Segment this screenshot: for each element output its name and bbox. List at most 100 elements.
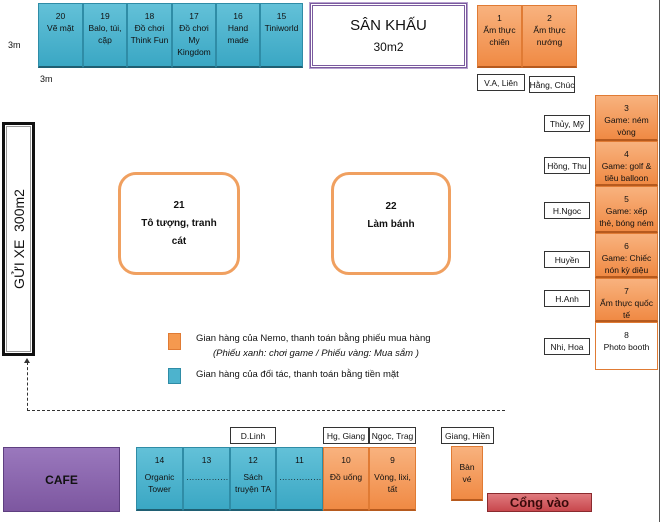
booth-number: 10 — [341, 455, 351, 465]
staff-label: Ngọc, Trag — [369, 427, 416, 444]
booth-20: 20 Vẽ mặt — [38, 3, 83, 68]
booth-number: 2 — [547, 13, 552, 23]
booth-name: Balo, túi, cặp — [88, 23, 122, 45]
booth-number: 4 — [624, 149, 629, 159]
arrow-head-icon — [24, 358, 30, 363]
booth-name: Tô tượng, tranh cát — [141, 217, 217, 247]
booth-name: Photo booth — [603, 342, 650, 352]
booth-name: Tiniworld — [264, 23, 299, 33]
booth-21: 21 Tô tượng, tranh cát — [118, 172, 240, 275]
legend-blue-text: Gian hàng của đối tác, thanh toán bằng t… — [196, 369, 399, 380]
booth-17: 17 Đồ chơi My Kingdom — [172, 3, 216, 68]
booth-18: 18 Đồ chơi Think Fun — [127, 3, 172, 68]
booth-number: 9 — [390, 455, 395, 465]
booth-number: 20 — [55, 11, 66, 21]
booth-1: 1 Ẩm thực chiên — [477, 5, 522, 68]
staff-label: Hằng, Chúc — [529, 76, 575, 93]
booth-10: 10 Đồ uống — [323, 447, 369, 511]
booth-number: 22 — [385, 200, 397, 212]
booth-15: 15 Tiniworld — [260, 3, 303, 68]
booth-7: 7 Ẩm thực quốc tế — [595, 278, 658, 322]
booth-number: 1 — [497, 13, 502, 23]
gate-label: Cổng vào — [509, 495, 570, 510]
booth-number: 7 — [624, 286, 629, 296]
booth-11: 11 …………… — [276, 447, 323, 511]
dimension-label: 3m — [40, 74, 53, 84]
booth-number: 21 — [173, 199, 185, 211]
stage: SÂN KHẤU 30m2 — [309, 2, 468, 69]
booth-number: 15 — [276, 11, 287, 21]
legend-orange-swatch — [168, 333, 181, 350]
legend-orange-text: Gian hàng của Nemo, thanh toán bằng phiế… — [196, 333, 431, 344]
booth-name: …………… — [279, 472, 322, 482]
booth-name: Ẩm thực quốc tế — [600, 298, 653, 320]
booth-5: 5 Game: xếp thẻ, bóng ném — [595, 186, 658, 233]
staff-label: Huyền — [544, 251, 590, 268]
booth-number: 5 — [624, 194, 629, 204]
right-boundary — [659, 0, 660, 522]
booth-number: 19 — [100, 11, 110, 21]
staff-label: H.Ngoc — [544, 202, 590, 219]
booth-4: 4 Game: golf & tiêu balloon — [595, 141, 658, 186]
booth-9: 9 Vòng, lixi, tất — [369, 447, 416, 511]
booth-number: 18 — [144, 11, 155, 21]
booth-number: 6 — [624, 241, 629, 251]
cafe-label: CAFE — [45, 472, 78, 487]
parking-label: GỬI XE 300m2 — [10, 189, 27, 289]
booth-name: Đồ uống — [329, 472, 363, 482]
stage-area: 30m2 — [373, 40, 404, 54]
booth-number: 12 — [248, 455, 258, 465]
booth-name: Game: ném vòng — [604, 115, 649, 137]
booth-name: Ẩm thực nướng — [533, 25, 566, 47]
staff-label: Hg, Giang — [323, 427, 369, 444]
legend-blue-swatch — [168, 368, 181, 384]
staff-label: Hồng, Thu — [544, 157, 590, 174]
booth-name: Organic Tower — [144, 472, 175, 494]
booth-name: …………… — [186, 472, 229, 482]
booth-16: 16 Hand made — [216, 3, 260, 68]
path-arrow — [27, 362, 505, 411]
booth-3: 3 Game: ném vòng — [595, 95, 658, 141]
parking-area: GỬI XE 300m2 — [2, 122, 35, 356]
booth-name: Game: Chiếc nón kỳ diệu — [601, 253, 652, 275]
booth-name: Sách truyện TA — [234, 472, 272, 494]
booth-name: Game: xếp thẻ, bóng ném — [599, 206, 654, 228]
legend-orange-note: (Phiếu xanh: chơi game / Phiếu vàng: Mua… — [213, 348, 419, 359]
ticket-booth: Bàn vé — [451, 446, 483, 501]
ticket-booth-label: Bàn vé — [459, 462, 475, 484]
staff-label: V.A, Liên — [477, 74, 525, 91]
booth-number: 13 — [201, 455, 212, 465]
booth-19: 19 Balo, túi, cặp — [83, 3, 127, 68]
booth-name: Đồ chơi Think Fun — [130, 23, 169, 45]
booth-number: 8 — [624, 330, 629, 340]
booth-number: 14 — [154, 455, 165, 465]
ticket-staff: Giang, Hiền — [441, 427, 494, 444]
booth-6: 6 Game: Chiếc nón kỳ diệu — [595, 233, 658, 278]
booth-number: 17 — [189, 11, 199, 21]
booth-number: 11 — [295, 455, 304, 465]
booth-14: 14 Organic Tower — [136, 447, 183, 511]
booth-name: Hand made — [227, 23, 249, 45]
booth-22: 22 Làm bánh — [331, 172, 451, 275]
dimension-label: 3m — [8, 40, 21, 50]
booth-12: 12 Sách truyện TA — [230, 447, 276, 511]
booth-number: 16 — [233, 11, 243, 21]
booth-name: Vòng, lixi, tất — [374, 472, 411, 494]
booth-2: 2 Ẩm thực nướng — [522, 5, 577, 68]
cafe: CAFE — [3, 447, 120, 512]
staff-label: H.Anh — [544, 290, 590, 307]
staff-label: Nhi, Hoa — [544, 338, 590, 355]
staff-label: D.Linh — [230, 427, 276, 444]
booth-name: Ẩm thực chiên — [483, 25, 516, 47]
booth-number: 3 — [624, 103, 629, 113]
entrance-gate: Cổng vào — [487, 493, 592, 512]
booth-name: Làm bánh — [367, 218, 415, 230]
booth-8: 8 Photo booth — [595, 322, 658, 370]
booth-name: Game: golf & tiêu balloon — [601, 161, 652, 183]
booth-13: 13 …………… — [183, 447, 230, 511]
staff-label: Thủy, Mỹ — [544, 115, 590, 132]
booth-name: Đồ chơi My Kingdom — [177, 23, 211, 57]
booth-name: Vẽ mặt — [47, 23, 74, 33]
stage-title: SÂN KHẤU — [350, 17, 427, 34]
